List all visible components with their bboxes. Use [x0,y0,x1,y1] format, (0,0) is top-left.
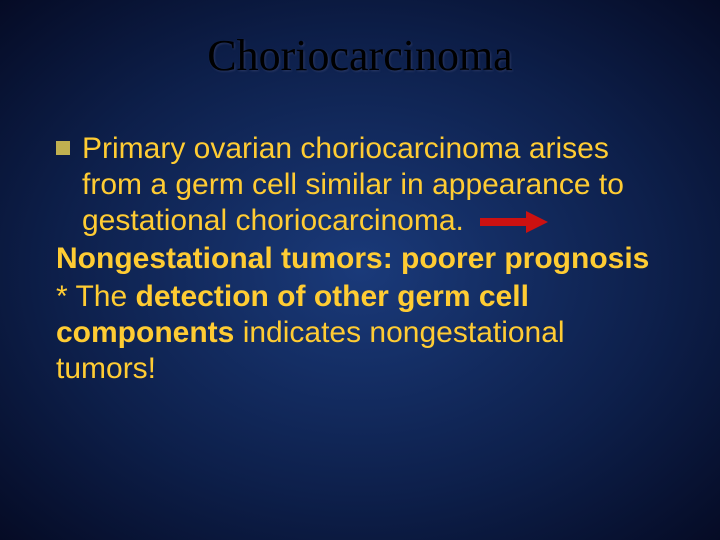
slide-title: Choriocarcinoma [40,30,680,81]
square-bullet-icon [56,141,70,155]
arrow-icon [480,212,550,232]
line2-bold: Nongestational tumors: poorer prognosis [56,242,649,275]
bullet-text-wrap: Primary ovarian choriocarcinoma arises f… [82,131,670,239]
bullet-item: Primary ovarian choriocarcinoma arises f… [56,131,670,239]
slide-content: Primary ovarian choriocarcinoma arises f… [40,131,680,387]
slide: Choriocarcinoma Primary ovarian chorioca… [0,0,720,540]
line3-prefix: * The [56,280,136,313]
line-detection: * The detection of other germ cell compo… [56,279,670,387]
line-nongestational: Nongestational tumors: poorer prognosis [56,241,670,277]
